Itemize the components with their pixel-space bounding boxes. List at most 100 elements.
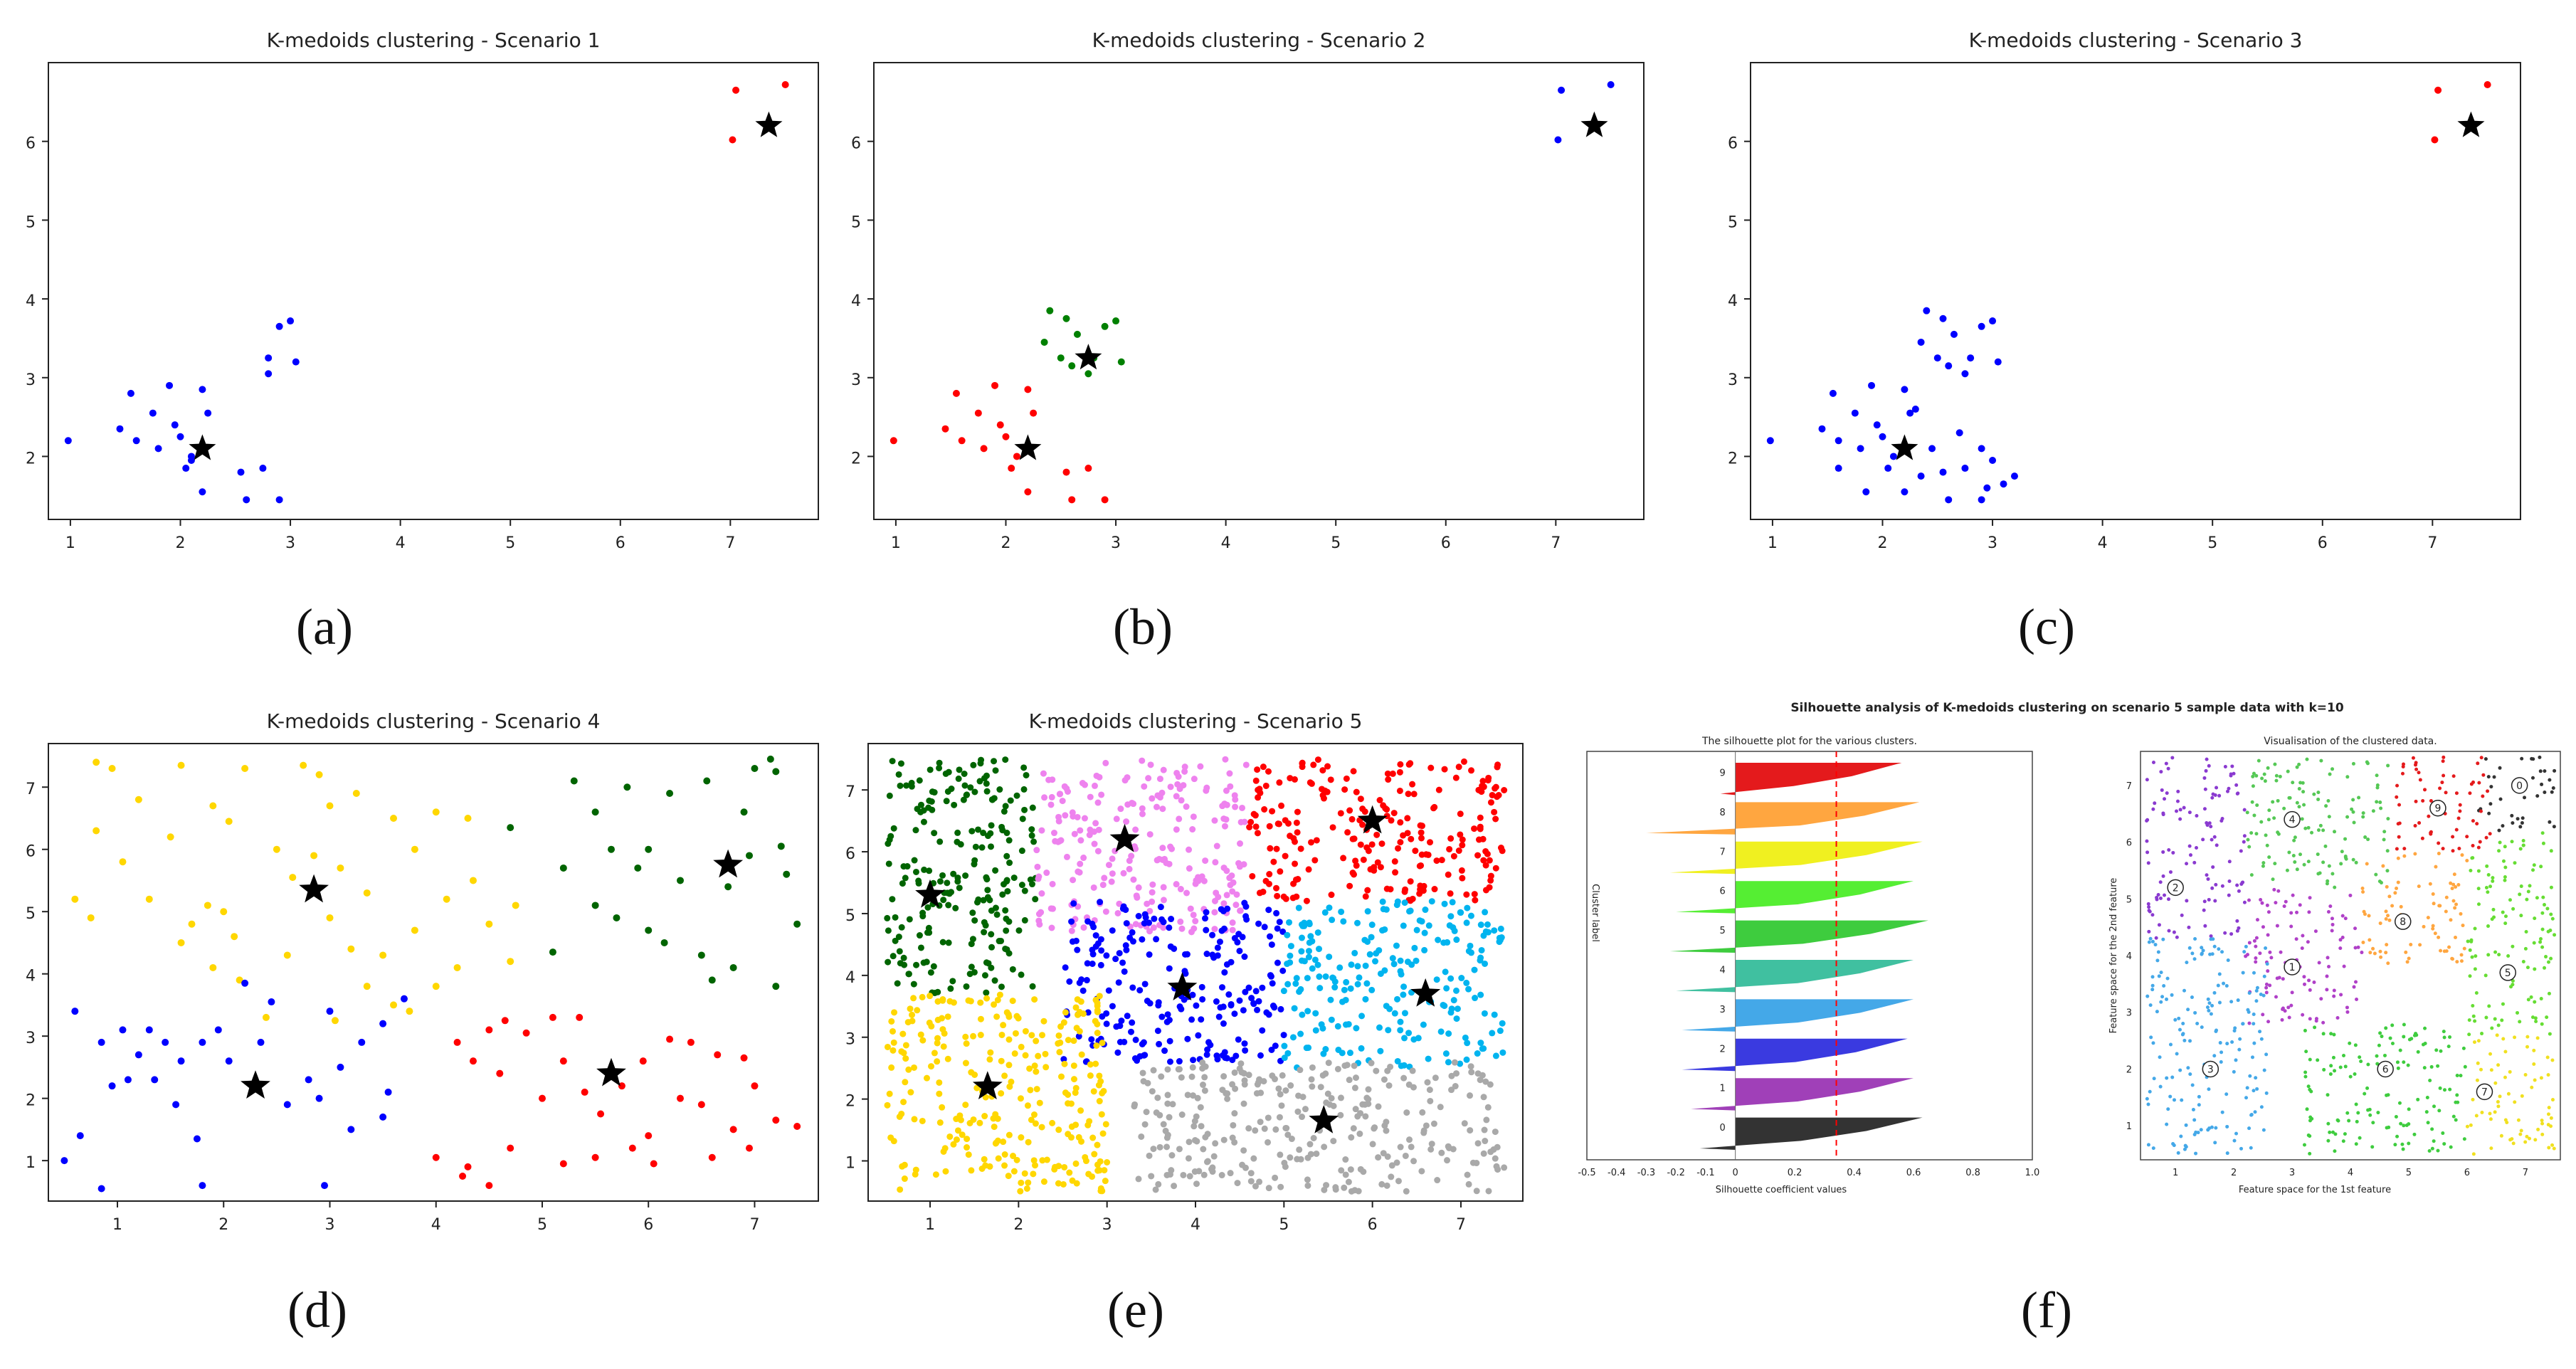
data-point-cluster-4 bbox=[2379, 806, 2383, 810]
data-point-violet bbox=[1131, 843, 1138, 850]
data-point-cluster-7 bbox=[2525, 1045, 2530, 1049]
data-point-cluster-5 bbox=[2528, 884, 2532, 888]
data-point-deepskyblue bbox=[1316, 946, 1323, 953]
cluster-center-label: 5 bbox=[2505, 968, 2511, 979]
data-point-cluster-3 bbox=[2165, 1122, 2169, 1126]
data-point-deepskyblue bbox=[1366, 951, 1373, 958]
data-point-violet bbox=[1091, 840, 1098, 847]
data-point-cluster-3 bbox=[2252, 1089, 2256, 1093]
data-point-blue bbox=[1240, 1007, 1247, 1014]
visualisation-x-tick-label: 2 bbox=[2231, 1168, 2237, 1178]
silhouette-cluster-label: 4 bbox=[1720, 965, 1726, 976]
data-point-gold bbox=[981, 1156, 988, 1163]
data-point-dark-green bbox=[894, 980, 901, 987]
data-point-darkgray bbox=[1210, 1153, 1218, 1160]
data-point-cluster-4 bbox=[2375, 800, 2379, 804]
data-point-deepskyblue bbox=[1354, 919, 1361, 926]
silhouette-band-7 bbox=[1669, 841, 1923, 874]
data-point-cluster-5 bbox=[2476, 869, 2481, 873]
data-point-cluster-7 bbox=[2523, 1073, 2528, 1077]
data-point-cluster-blue bbox=[1928, 445, 1936, 453]
data-point-deepskyblue bbox=[1376, 1024, 1383, 1031]
data-point-darkgray bbox=[1282, 1163, 1289, 1170]
data-point-blue bbox=[1204, 1046, 1211, 1053]
data-point-cluster-blue bbox=[1766, 437, 1774, 445]
data-point-cluster-4 bbox=[2327, 815, 2331, 819]
data-point-cluster-6 bbox=[2304, 1050, 2308, 1054]
data-point-cluster-green bbox=[549, 948, 556, 956]
cluster-center-label: 3 bbox=[2207, 1064, 2214, 1075]
y-tick-label: 3 bbox=[1728, 371, 1738, 389]
data-point-cluster-3 bbox=[2192, 1133, 2197, 1137]
data-point-cluster-5 bbox=[2511, 944, 2515, 948]
data-point-dark-green bbox=[969, 909, 976, 916]
data-point-cluster-4 bbox=[2264, 833, 2268, 837]
data-point-cluster-blue bbox=[199, 1182, 206, 1190]
data-point-cluster-4 bbox=[2249, 831, 2254, 835]
data-point-darkgray bbox=[1150, 1067, 1157, 1074]
data-point-cluster-6 bbox=[2442, 1142, 2446, 1146]
data-point-dark-green bbox=[1020, 786, 1028, 793]
data-point-blue bbox=[1158, 916, 1166, 923]
data-point-cluster-5 bbox=[2540, 831, 2545, 835]
visualisation-y-tick-label: 3 bbox=[2126, 1008, 2132, 1019]
data-point-cluster-1 bbox=[2283, 1009, 2287, 1013]
data-point-gold bbox=[994, 1115, 1001, 1122]
data-point-red bbox=[1368, 841, 1376, 848]
data-point-cluster-3 bbox=[2149, 1035, 2153, 1040]
data-point-cluster-8 bbox=[2418, 943, 2422, 947]
data-point-cluster-red bbox=[576, 1013, 584, 1021]
data-point-cluster-6 bbox=[2333, 1132, 2338, 1136]
data-point-cluster-1 bbox=[2342, 964, 2346, 968]
data-point-darkgray bbox=[1185, 1155, 1192, 1162]
data-point-cluster-1 bbox=[2360, 951, 2364, 955]
data-point-darkgray bbox=[1347, 1166, 1354, 1173]
data-point-cluster-green bbox=[666, 789, 674, 797]
data-point-cluster-yellow bbox=[453, 963, 461, 971]
data-point-cluster-9 bbox=[2402, 847, 2407, 851]
data-point-cluster-8 bbox=[2396, 856, 2400, 860]
data-point-cluster-3 bbox=[2264, 946, 2268, 951]
data-point-cluster-blue bbox=[315, 1094, 323, 1102]
data-point-violet bbox=[1160, 897, 1167, 904]
data-point-cluster-6 bbox=[2343, 1132, 2347, 1136]
data-point-red bbox=[1409, 781, 1416, 788]
data-point-blue bbox=[1123, 946, 1130, 953]
data-point-cluster-8 bbox=[2379, 955, 2383, 959]
data-point-dark-green bbox=[931, 989, 939, 996]
silhouette-band-5 bbox=[1669, 920, 1928, 953]
data-point-darkgray bbox=[1342, 1171, 1349, 1178]
y-tick-label: 5 bbox=[1728, 213, 1738, 231]
data-point-dark-green bbox=[1003, 852, 1010, 860]
data-point-violet bbox=[1063, 853, 1070, 860]
data-point-violet bbox=[1135, 884, 1142, 891]
data-point-gold bbox=[998, 1090, 1005, 1097]
data-point-gold bbox=[1025, 1179, 1032, 1186]
data-point-violet bbox=[1094, 847, 1102, 855]
data-point-gold bbox=[902, 1042, 909, 1049]
data-point-darkgray bbox=[1351, 1062, 1358, 1069]
data-point-cluster-6 bbox=[2353, 1043, 2358, 1047]
data-point-darkgray bbox=[1240, 1147, 1247, 1154]
silhouette-band-0 bbox=[1699, 1117, 1923, 1150]
data-point-cluster-7 bbox=[2519, 1128, 2523, 1133]
data-point-cluster-5 bbox=[2473, 967, 2477, 971]
data-point-cluster-0 bbox=[2510, 813, 2514, 818]
data-point-darkgray bbox=[1252, 1127, 1259, 1134]
data-point-deepskyblue bbox=[1463, 979, 1470, 986]
data-point-cluster-yellow bbox=[93, 758, 100, 766]
data-point-cluster-red bbox=[645, 1132, 653, 1140]
data-point-cluster-2 bbox=[2160, 788, 2164, 792]
data-point-dark-green bbox=[1009, 966, 1016, 973]
data-point-red bbox=[1349, 870, 1356, 877]
data-point-gold bbox=[1018, 1134, 1025, 1141]
data-point-gold bbox=[1022, 1027, 1029, 1035]
data-point-cluster-7 bbox=[2479, 1067, 2483, 1072]
data-point-cluster-yellow bbox=[236, 976, 243, 984]
data-point-cluster-5 bbox=[2506, 954, 2511, 958]
data-point-blue bbox=[1242, 1047, 1249, 1054]
data-point-red bbox=[1287, 775, 1294, 782]
data-point-cluster-6 bbox=[2329, 1032, 2333, 1036]
data-point-red bbox=[1441, 766, 1448, 773]
data-point-cluster-1 bbox=[2266, 969, 2270, 973]
